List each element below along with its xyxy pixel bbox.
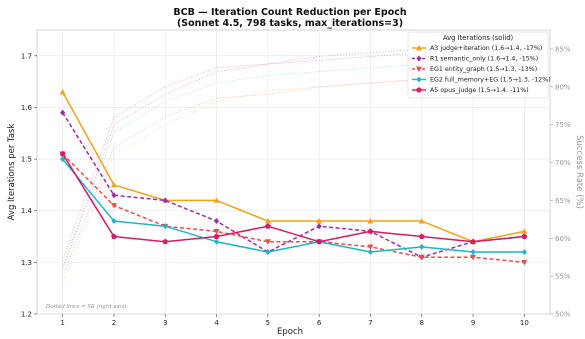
data-point-3-7 bbox=[419, 243, 425, 250]
data-point-0-0 bbox=[59, 88, 66, 95]
data-point-3-3 bbox=[214, 238, 220, 245]
y2-tick-label: 50% bbox=[555, 311, 571, 319]
legend-item-3: EG2 full_memory+EG (1.5→1.3, -12%) bbox=[412, 76, 551, 84]
axes: 1.2 1.3 1.4 1.5 1.6 1.7 50% 55% 60% 65% 70% 75% 80% 8… bbox=[21, 45, 571, 327]
x-tick-label: 5 bbox=[266, 319, 270, 327]
data-point-2-9 bbox=[521, 259, 528, 266]
x-tick-label: 3 bbox=[163, 319, 167, 327]
legend-swatch-marker-1 bbox=[416, 55, 422, 62]
y2-tick-label: 55% bbox=[555, 273, 571, 281]
x-tick-label: 7 bbox=[368, 319, 372, 327]
y2-tick-label: 85% bbox=[555, 45, 571, 53]
legend-title: Avg Iterations (solid) bbox=[443, 34, 514, 42]
data-point-4-9 bbox=[521, 233, 528, 239]
series-line-3 bbox=[62, 158, 525, 253]
data-point-3-0 bbox=[60, 156, 66, 163]
data-point-2-6 bbox=[367, 244, 374, 250]
data-point-0-9 bbox=[521, 228, 528, 234]
legend-box bbox=[407, 31, 549, 99]
data-point-0-3 bbox=[213, 197, 220, 203]
legend-label-0: A3 judge+iteration (1.6→1.4, -17%) bbox=[430, 45, 542, 52]
legend-label-2: EG1 entity_graph (1.5→1.3, -13%) bbox=[430, 66, 537, 73]
data-point-3-9 bbox=[521, 249, 527, 256]
chart-title-line2: (Sonnet 4.5, 798 tasks, max_iterations=3… bbox=[177, 18, 403, 29]
y-tick-label: 1.4 bbox=[21, 207, 33, 215]
data-point-0-7 bbox=[418, 218, 425, 224]
y-tick-label: 1.2 bbox=[21, 311, 32, 319]
data-point-4-1 bbox=[111, 233, 117, 239]
data-point-1-3 bbox=[214, 218, 220, 225]
series-line-4 bbox=[62, 153, 525, 243]
y-axis-title: Avg Iterations per Task bbox=[7, 124, 17, 221]
y-tick-label: 1.7 bbox=[21, 52, 32, 60]
data-point-4-0 bbox=[59, 150, 66, 157]
data-point-0-5 bbox=[316, 218, 323, 224]
legend-label-3: EG2 full_memory+EG (1.5→1.3, -12%) bbox=[430, 77, 551, 84]
legend-swatch-marker-3 bbox=[416, 76, 422, 83]
data-point-3-1 bbox=[111, 218, 117, 225]
data-point-2-4 bbox=[264, 239, 271, 245]
data-point-4-6 bbox=[367, 228, 374, 234]
y2-tick-label: 80% bbox=[555, 83, 571, 91]
data-point-3-6 bbox=[367, 249, 373, 256]
data-point-2-1 bbox=[110, 203, 117, 209]
x-tick-label: 8 bbox=[420, 319, 424, 327]
chart-title-line1: BCB — Iteration Count Reduction per Epoc… bbox=[173, 7, 406, 18]
legend: Avg Iterations (solid) A3 judge+iteratio… bbox=[407, 31, 551, 99]
series-4 bbox=[59, 150, 528, 245]
data-point-3-2 bbox=[162, 223, 168, 230]
data-point-1-1 bbox=[111, 192, 117, 199]
x-tick-label: 1 bbox=[60, 319, 64, 327]
data-point-3-8 bbox=[470, 249, 476, 256]
x-tick-label: 4 bbox=[214, 319, 219, 327]
data-point-4-3 bbox=[213, 233, 220, 239]
chart-note: Dotted lines = SR (right axis) bbox=[46, 304, 126, 310]
legend-items: A3 judge+iteration (1.6→1.4, -17%) R1 sem… bbox=[412, 45, 551, 94]
y-tick-label: 1.3 bbox=[21, 259, 32, 267]
series-line-2 bbox=[62, 153, 525, 264]
y2-tick-label: 60% bbox=[555, 235, 571, 243]
x-tick-label: 2 bbox=[112, 319, 116, 327]
legend-item-4: A5 opus_judge (1.5→1.4, -11%) bbox=[412, 87, 529, 94]
y2-tick-label: 75% bbox=[555, 121, 571, 129]
data-point-4-8 bbox=[470, 238, 476, 245]
data-point-2-8 bbox=[470, 254, 477, 261]
data-point-1-0 bbox=[60, 109, 66, 116]
legend-item-1: R1 semantic_only (1.6→1.4, -15%) bbox=[412, 55, 538, 63]
data-point-0-4 bbox=[264, 218, 271, 224]
x-axis-title: Epoch bbox=[277, 327, 303, 337]
series-0 bbox=[59, 88, 528, 245]
data-point-0-6 bbox=[367, 218, 374, 224]
x-tick-label: 6 bbox=[317, 319, 322, 327]
data-point-1-2 bbox=[162, 197, 168, 204]
data-point-1-5 bbox=[316, 223, 322, 230]
iteration-lines bbox=[59, 88, 528, 266]
y-tick-label: 1.6 bbox=[21, 104, 33, 112]
legend-item-0: A3 judge+iteration (1.6→1.4, -17%) bbox=[412, 45, 542, 52]
legend-swatch-marker-4 bbox=[416, 87, 422, 93]
data-point-4-7 bbox=[418, 233, 425, 239]
series-line-0 bbox=[61, 91, 525, 243]
sr-line-2 bbox=[62, 71, 525, 277]
data-point-0-1 bbox=[110, 181, 117, 188]
data-point-4-5 bbox=[316, 238, 323, 245]
data-point-2-3 bbox=[213, 228, 220, 235]
data-point-4-4 bbox=[264, 223, 271, 229]
legend-swatch-marker-2 bbox=[416, 66, 422, 72]
data-point-2-7 bbox=[418, 254, 425, 261]
y2-tick-label: 70% bbox=[555, 159, 571, 167]
y2-axis-title: Success Rate (%) bbox=[574, 135, 584, 209]
legend-label-1: R1 semantic_only (1.6→1.4, -15%) bbox=[430, 56, 538, 63]
y2-tick-label: 65% bbox=[555, 197, 571, 205]
data-point-3-4 bbox=[265, 249, 271, 256]
legend-swatch-marker-0 bbox=[416, 45, 422, 51]
legend-label-4: A5 opus_judge (1.5→1.4, -11%) bbox=[430, 87, 529, 94]
x-tick-label: 10 bbox=[520, 319, 529, 327]
y-tick-label: 1.5 bbox=[21, 156, 32, 164]
legend-item-2: EG1 entity_graph (1.5→1.3, -13%) bbox=[412, 66, 537, 73]
x-tick-label: 9 bbox=[471, 319, 475, 327]
data-point-4-2 bbox=[162, 238, 169, 245]
